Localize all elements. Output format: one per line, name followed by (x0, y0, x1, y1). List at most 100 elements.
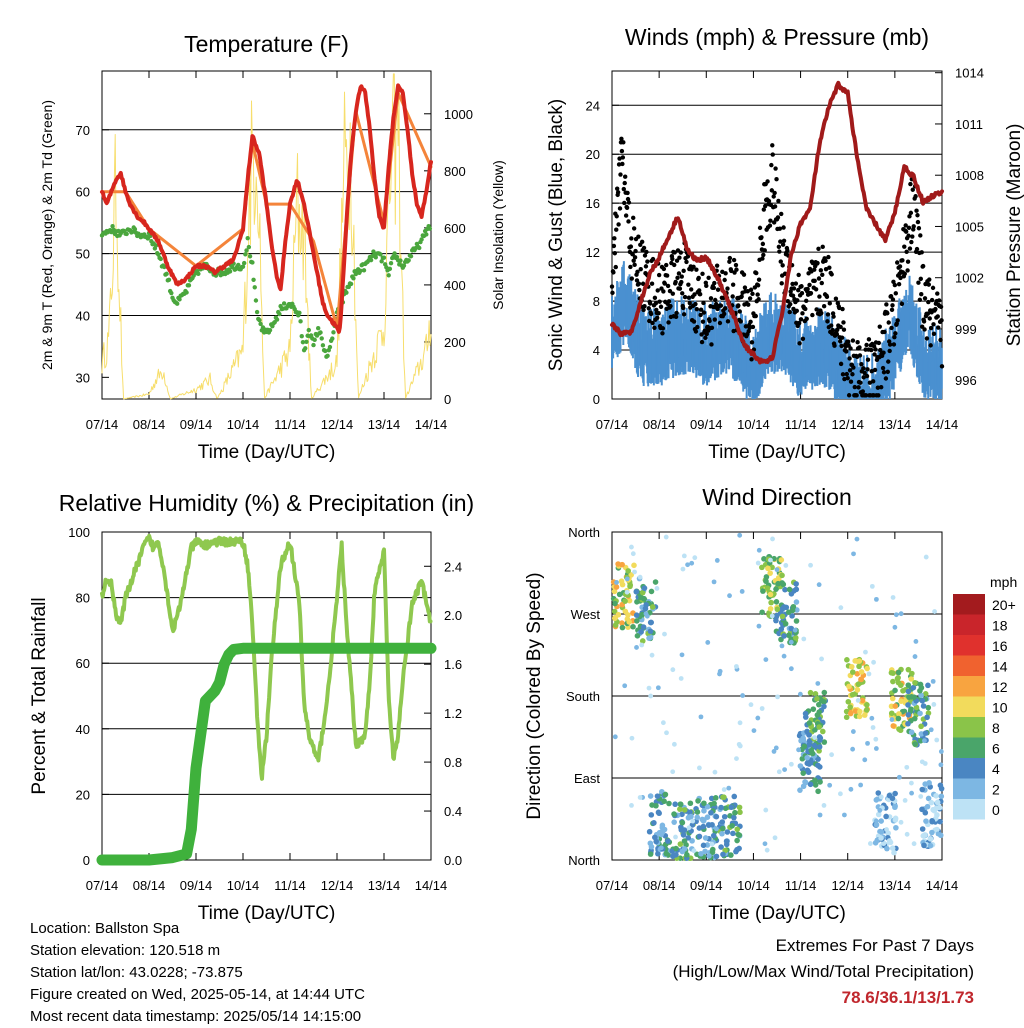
gust-point (831, 314, 836, 319)
direction-point (890, 678, 896, 685)
y-right-tick-label: 400 (444, 278, 466, 293)
chart-title: Wind Direction (702, 484, 852, 510)
direction-point (801, 738, 807, 743)
gust-point (649, 281, 655, 286)
direction-point (788, 761, 794, 767)
chart-temperature: 30 40 50 60 70 07/14 08/14 09/14 10/14 11/14 12/14… (39, 31, 506, 463)
gust-point (938, 337, 943, 343)
chart-winds: 0 4 8 12 16 20 24 07/14 08/14 09/14 10/14 11/14 12/1… (546, 24, 1024, 463)
direction-point (688, 813, 694, 820)
direction-point (711, 579, 717, 585)
x-tick-label: 11/14 (274, 878, 306, 893)
direction-point (908, 706, 914, 712)
gust-point (612, 251, 618, 256)
dewpoint-point (246, 244, 252, 250)
dewpoint-point (153, 243, 159, 248)
x-axis-label: Time (Day/UTC) (198, 903, 336, 924)
direction-point (930, 678, 936, 684)
dewpoint-point (424, 232, 429, 237)
direction-point (638, 629, 644, 635)
gust-point (890, 303, 895, 308)
y-tick-label: 12 (586, 245, 600, 260)
x-tick-label: 07/14 (86, 417, 119, 432)
legend-swatch (953, 737, 985, 758)
direction-point (810, 706, 817, 712)
direction-point (858, 782, 864, 788)
gust-point (893, 331, 898, 336)
direction-point (877, 808, 883, 813)
gust-point (621, 186, 626, 192)
direction-point (864, 702, 870, 708)
direction-point (761, 556, 767, 562)
direction-point (646, 685, 652, 691)
direction-point (908, 676, 915, 682)
direction-point (628, 572, 634, 578)
direction-point (812, 777, 818, 784)
gust-point (869, 347, 874, 353)
direction-point (763, 578, 769, 585)
direction-point (630, 551, 636, 557)
gust-point (838, 324, 843, 330)
gust-point (613, 264, 618, 270)
gust-point (885, 311, 890, 316)
gust-point (779, 211, 784, 217)
gust-point (629, 236, 634, 241)
gust-point (738, 319, 743, 324)
dewpoint-point (344, 290, 349, 295)
dewpoint-point (247, 254, 253, 259)
gust-point (820, 244, 825, 250)
gust-point (662, 281, 667, 286)
gust-point (816, 246, 821, 251)
gust-point (935, 314, 940, 319)
gust-point (777, 226, 783, 231)
direction-point (680, 832, 687, 838)
dewpoint-point (241, 260, 247, 266)
direction-point (696, 833, 703, 840)
gust-point (765, 179, 770, 184)
direction-point (713, 813, 720, 820)
gust-point (770, 152, 775, 157)
x-tick-label: 09/14 (690, 417, 723, 432)
y-right-tick-label: 1.2 (444, 706, 462, 721)
gust-point (919, 250, 924, 255)
gust-point (640, 281, 646, 286)
legend-label: 14 (992, 659, 1008, 675)
x-axis-label: Time (Day/UTC) (708, 442, 846, 463)
gust-point (799, 290, 805, 296)
direction-point (864, 665, 870, 672)
x-tick-label: 07/14 (596, 417, 629, 432)
gust-point (650, 320, 655, 326)
gust-point (678, 250, 684, 255)
direction-point (637, 795, 643, 800)
dewpoint-point (316, 326, 321, 331)
x-tick-label: 12/14 (831, 878, 864, 893)
direction-point (912, 741, 918, 747)
direction-point (739, 589, 745, 594)
direction-point (659, 832, 664, 838)
gust-point (722, 277, 727, 283)
direction-point (874, 796, 880, 802)
gust-point (611, 243, 617, 249)
direction-point (648, 588, 655, 595)
direction-point (873, 596, 879, 602)
gust-point (825, 319, 830, 324)
direction-point (735, 831, 741, 838)
gust-point (850, 372, 855, 377)
gust-point (916, 280, 921, 285)
direction-point (926, 780, 932, 786)
direction-point (817, 812, 823, 818)
direction-point (854, 536, 860, 542)
direction-point (755, 715, 761, 721)
direction-point (898, 698, 904, 704)
gust-point (814, 307, 819, 312)
direction-point (684, 852, 690, 858)
y-tick-label: 20 (586, 147, 600, 162)
direction-point (935, 831, 941, 837)
direction-point (704, 803, 711, 810)
figure-created: Figure created on Wed, 2025-05-14, at 14… (30, 986, 365, 1003)
direction-point (662, 791, 669, 798)
gust-point (897, 264, 903, 269)
dewpoint-point (166, 277, 172, 283)
direction-point (911, 841, 917, 847)
direction-point (805, 769, 812, 775)
